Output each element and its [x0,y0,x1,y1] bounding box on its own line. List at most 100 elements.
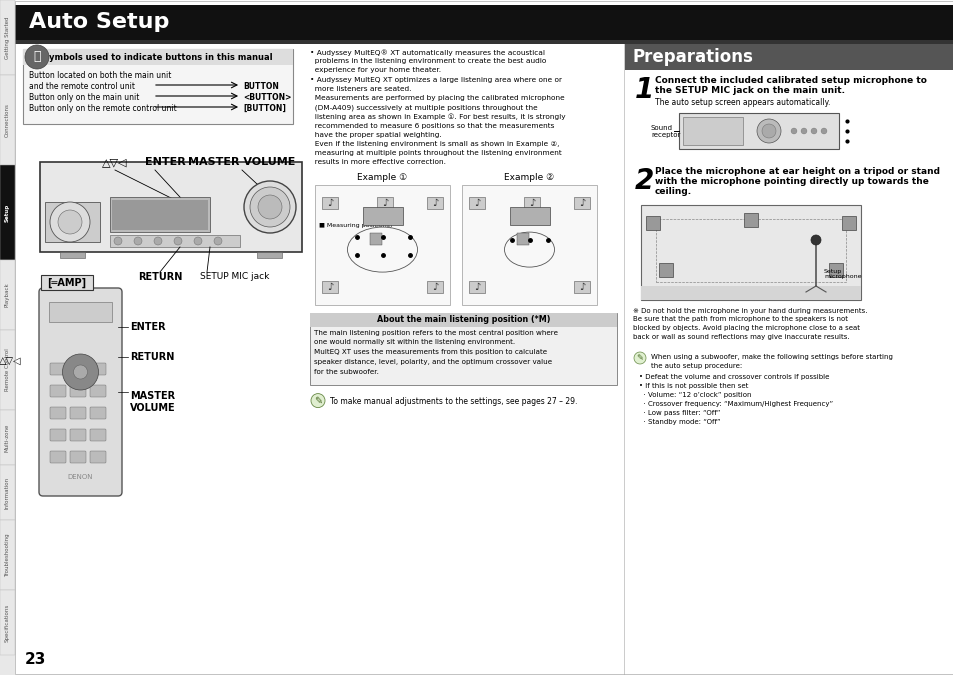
Text: back or wall as sound reflections may give inaccurate results.: back or wall as sound reflections may gi… [633,333,849,340]
Text: Troubleshooting: Troubleshooting [5,533,10,577]
Text: Information: Information [5,477,10,508]
Text: · Crossover frequency: “Maximum/Highest Frequency”: · Crossover frequency: “Maximum/Highest … [639,401,832,407]
Bar [656,219,845,282]
Text: When using a subwoofer, make the following settings before starting: When using a subwoofer, make the followi… [650,354,892,360]
Circle shape [25,45,49,69]
Text: recommended to measure 6 positions so that the measurements: recommended to measure 6 positions so th… [310,123,554,129]
Text: one would normally sit within the listening environment.: one would normally sit within the listen… [314,340,515,346]
FancyBboxPatch shape [90,407,106,419]
Text: ♪: ♪ [327,198,333,208]
Bar [0,165,15,260]
Text: <BUTTON>: <BUTTON> [243,93,291,102]
Text: 🎧: 🎧 [33,51,41,63]
Text: Auto Setup: Auto Setup [29,13,170,32]
Text: Button only on the main unit: Button only on the main unit [29,93,139,102]
Text: the auto setup procedure:: the auto setup procedure: [650,363,741,369]
Circle shape [810,235,821,245]
Text: Playback: Playback [5,283,10,307]
Bar [0,590,15,655]
Circle shape [634,352,645,364]
Bar [828,263,842,277]
Bar [60,252,85,258]
Circle shape [153,237,162,245]
Bar [49,302,112,322]
Circle shape [73,365,88,379]
Text: [BUTTON]: [BUTTON] [243,104,286,113]
Text: Measurements are performed by placing the calibrated microphone: Measurements are performed by placing th… [310,95,564,101]
Text: Symbols used to indicate buttons in this manual: Symbols used to indicate buttons in this… [43,53,273,61]
Bar [112,200,208,230]
Polygon shape [322,196,337,209]
Polygon shape [469,281,484,292]
Polygon shape [322,281,337,292]
Text: ♪: ♪ [578,281,584,292]
Text: Remote Control: Remote Control [5,348,10,392]
Bar [310,313,617,327]
Text: (DM-A409) successively at multiple positions throughout the: (DM-A409) successively at multiple posit… [310,104,537,111]
Bar [0,260,15,330]
Bar [15,5,953,40]
Text: Button only on the remote control unit: Button only on the remote control unit [29,104,176,113]
FancyBboxPatch shape [50,363,66,375]
FancyBboxPatch shape [70,407,86,419]
Circle shape [790,128,796,134]
Text: Setup
microphone: Setup microphone [823,269,861,279]
Bar [645,216,659,230]
Bar [461,184,597,304]
Bar [0,75,15,165]
Polygon shape [469,196,484,209]
Bar [623,44,624,675]
Circle shape [821,128,826,134]
Bar [0,0,15,75]
Text: ✎: ✎ [314,396,322,406]
Text: ※ Do not hold the microphone in your hand during measurements.: ※ Do not hold the microphone in your han… [633,308,866,314]
Bar [0,0,15,675]
Bar [841,216,855,230]
Circle shape [761,124,775,138]
FancyBboxPatch shape [50,385,66,397]
Text: more listeners are seated.: more listeners are seated. [310,86,411,92]
Bar [310,313,617,385]
FancyBboxPatch shape [90,363,106,375]
Text: The main listening position refers to the most central position where: The main listening position refers to th… [314,329,558,335]
Text: 23: 23 [25,652,47,667]
Bar [23,49,293,65]
Text: Example ②: Example ② [504,173,554,182]
Text: • Audyssey MultEQ® XT automatically measures the acoustical: • Audyssey MultEQ® XT automatically meas… [310,49,544,55]
Text: MASTER
VOLUME: MASTER VOLUME [130,392,175,413]
Circle shape [58,210,82,234]
Text: ■ Measuring positions): ■ Measuring positions) [318,223,392,227]
FancyBboxPatch shape [50,451,66,463]
Text: [═AMP]: [═AMP] [48,278,87,288]
Text: ♪: ♪ [381,198,388,208]
Bar [110,197,210,232]
Text: ENTER: ENTER [145,157,186,167]
Text: The auto setup screen appears automatically.: The auto setup screen appears automatica… [655,98,829,107]
Text: ♪: ♪ [432,281,437,292]
Bar [743,213,758,227]
Circle shape [133,237,142,245]
Bar [0,465,15,520]
Text: ♪: ♪ [432,198,437,208]
Polygon shape [574,196,589,209]
FancyBboxPatch shape [70,429,86,441]
Bar [659,263,672,277]
Bar [510,207,550,225]
Circle shape [50,202,90,242]
Bar [682,117,742,145]
Text: · Standby mode: “Off”: · Standby mode: “Off” [639,419,720,425]
Circle shape [213,237,222,245]
Text: 2: 2 [635,167,654,195]
Polygon shape [427,281,442,292]
Bar [23,49,293,124]
Text: Sound
receptor: Sound receptor [650,124,679,138]
Text: • If this is not possible then set: • If this is not possible then set [639,383,747,389]
Text: experience for your home theater.: experience for your home theater. [310,68,440,74]
Text: RETURN: RETURN [137,272,182,282]
Text: Be sure that the path from microphone to the speakers is not: Be sure that the path from microphone to… [633,317,847,323]
Circle shape [173,237,182,245]
Text: listening area as shown in Example ①. For best results, it is strongly: listening area as shown in Example ①. Fo… [310,113,565,120]
Polygon shape [376,196,393,209]
Text: • Audyssey MultEQ XT optimizes a large listening area where one or: • Audyssey MultEQ XT optimizes a large l… [310,76,561,82]
Text: MASTER VOLUME: MASTER VOLUME [188,157,295,167]
